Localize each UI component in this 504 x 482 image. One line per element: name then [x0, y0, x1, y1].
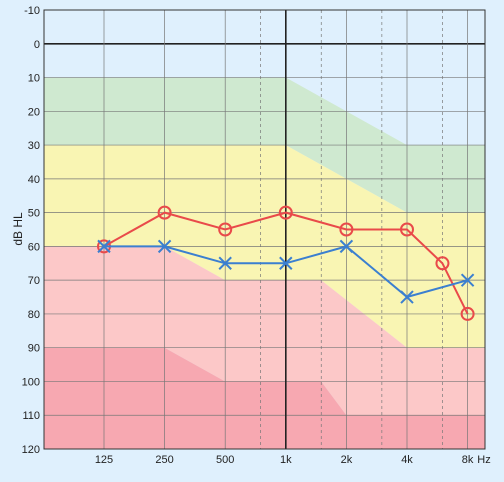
y-tick-label: 50 [28, 208, 40, 220]
y-tick-label: 30 [28, 140, 40, 152]
y-tick-label: 110 [22, 410, 40, 422]
x-tick-label: 8k [462, 454, 474, 466]
series-1-point [218, 256, 232, 270]
series-0-point [339, 222, 354, 237]
series-1-point [279, 256, 293, 270]
series-1-point [460, 273, 475, 287]
series [97, 205, 475, 321]
x-tick-label: 125 [95, 454, 113, 466]
series-0-point [157, 205, 172, 220]
series-0-point [278, 205, 293, 220]
series-1-point [97, 239, 111, 254]
y-tick-label: 20 [28, 106, 40, 118]
y-tick-label: 90 [28, 343, 40, 355]
x-tick-label: 500 [216, 454, 234, 466]
x-tick-label: 1k [280, 454, 292, 466]
x-tick-label: 2k [341, 454, 353, 466]
series-0-point [218, 222, 233, 237]
series-0-point [435, 256, 450, 271]
y-tick-label: 0 [34, 39, 40, 51]
series-1-point [339, 239, 354, 254]
x-axis-ticks: 125 250 500 1k 2k 4k 8k [95, 454, 474, 466]
y-tick-label: 10 [28, 73, 40, 85]
series-1-point [400, 290, 414, 304]
y-axis-title: dB HL [11, 212, 25, 246]
y-tick-label: 80 [28, 309, 40, 321]
y-tick-label: 70 [28, 275, 40, 287]
series-0-point [460, 306, 475, 321]
cross-stroke [157, 239, 172, 254]
y-tick-label: 60 [28, 241, 40, 253]
cross-stroke [460, 273, 475, 287]
y-tick-label: 100 [22, 376, 40, 388]
grid [43, 9, 486, 450]
plot-border [43, 9, 486, 450]
y-axis-ticks: -10 0 10 20 30 40 50 60 70 80 90 100 110 120 [22, 5, 40, 456]
cross-stroke [279, 256, 293, 270]
series-1-point [157, 239, 172, 254]
zone-severe [44, 347, 485, 449]
cross-stroke [400, 290, 414, 304]
y-tick-label: 40 [28, 174, 40, 186]
series-0-line [103, 211, 469, 315]
zone-moderate [44, 246, 485, 416]
series-0-point [400, 222, 414, 237]
cross-stroke [97, 239, 111, 254]
x-tick-label: 250 [155, 454, 173, 466]
cross-stroke [339, 239, 354, 254]
y-tick-label: 120 [22, 444, 40, 456]
cross-stroke [218, 256, 232, 270]
x-tick-label: 4k [401, 454, 413, 466]
x-axis-unit: Hz [477, 454, 490, 466]
y-tick-label: -10 [24, 5, 40, 17]
